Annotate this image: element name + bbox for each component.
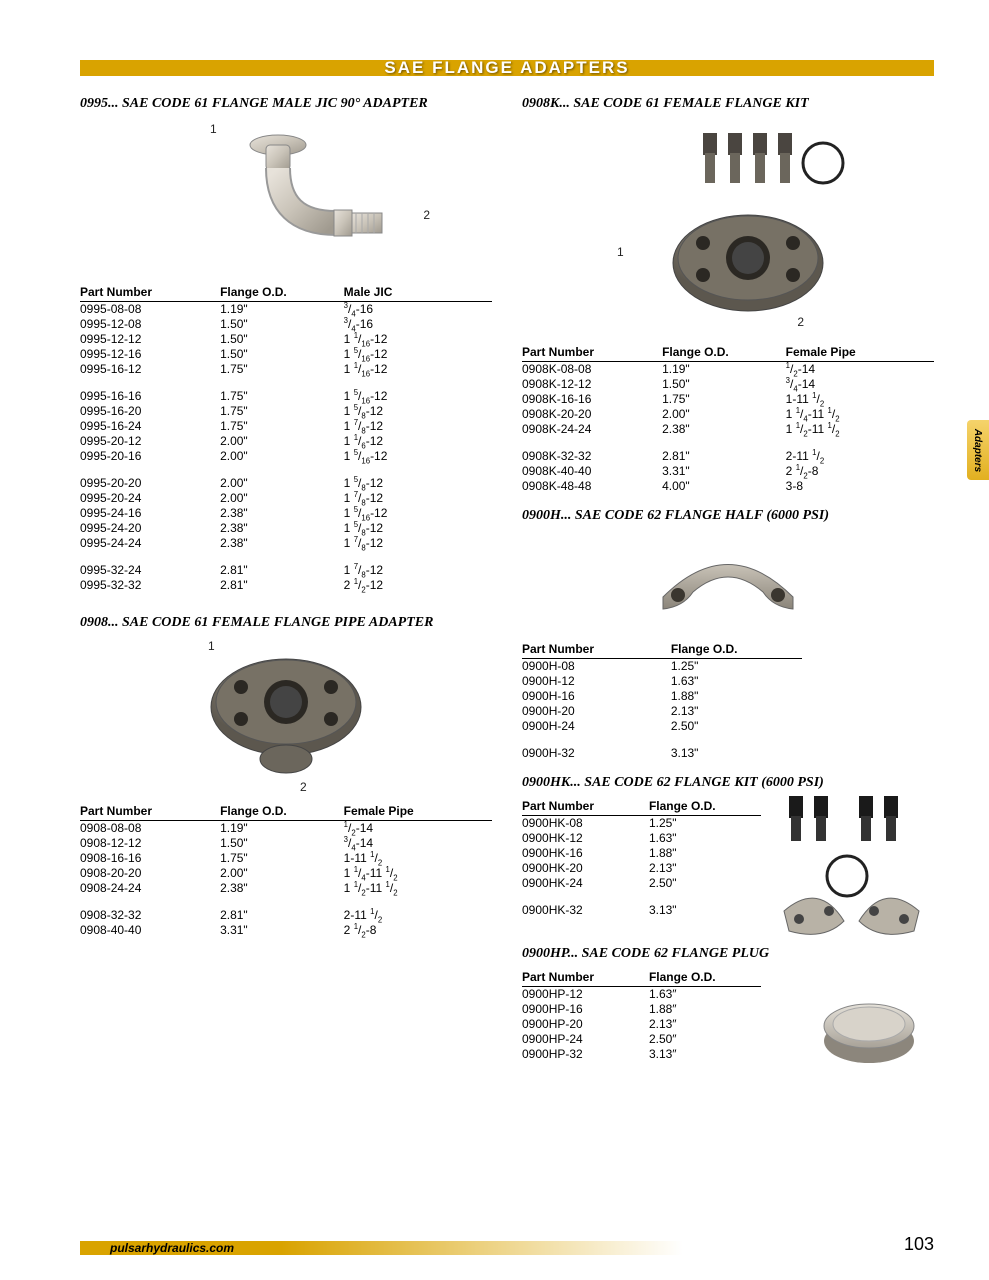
table-row: 0908-32-322.81"2-11 1/2 bbox=[80, 908, 492, 923]
table-0900H: Part NumberFlange O.D. 0900H-081.25"0900… bbox=[522, 640, 802, 761]
column-header: Part Number bbox=[522, 640, 671, 659]
table-row: 0900HK-081.25" bbox=[522, 816, 761, 832]
product-image-0900HK bbox=[769, 791, 934, 966]
product-image-0900HP bbox=[814, 986, 924, 1076]
table-row: 0995-16-241.75"1 7/8-12 bbox=[80, 419, 492, 434]
table-row: 0908K-08-081.19"1/2-14 bbox=[522, 362, 934, 378]
product-image-0908K: 1 2 bbox=[522, 120, 934, 335]
table-row: 0995-16-201.75"1 5/8-12 bbox=[80, 404, 492, 419]
table-row: 0995-12-121.50"1 1/16-12 bbox=[80, 332, 492, 347]
table-row: 0900HK-161.88" bbox=[522, 846, 761, 861]
right-column: 0908K... SAE CODE 61 FEMALE FLANGE KIT 1… bbox=[522, 86, 934, 1062]
column-header: Part Number bbox=[522, 968, 649, 987]
side-tab-adapters: Adapters bbox=[967, 420, 989, 480]
column-header: Female Pipe bbox=[786, 343, 934, 362]
table-row: 0900HK-121.63" bbox=[522, 831, 761, 846]
table-row: 0900HP-202.13″ bbox=[522, 1017, 761, 1032]
table-row: 0900H-323.13" bbox=[522, 746, 802, 761]
table-row: 0995-20-202.00"1 5/8-12 bbox=[80, 476, 492, 491]
table-row: 0995-32-322.81"2 1/2-12 bbox=[80, 578, 492, 593]
table-row: 0995-24-242.38"1 7/8-12 bbox=[80, 536, 492, 551]
column-header: Part Number bbox=[522, 343, 662, 362]
catalog-page: SAE FLANGE ADAPTERS 0995... SAE CODE 61 … bbox=[0, 0, 989, 1280]
table-row: 0995-08-081.19"3/4-16 bbox=[80, 302, 492, 318]
column-header: Flange O.D. bbox=[671, 640, 802, 659]
table-row: 0900H-242.50" bbox=[522, 719, 802, 734]
table-row: 0900H-081.25" bbox=[522, 659, 802, 675]
table-row: 0908-12-121.50"3/4-14 bbox=[80, 836, 492, 851]
table-row: 0995-24-162.38"1 5/16-12 bbox=[80, 506, 492, 521]
table-0900HK: Part NumberFlange O.D. 0900HK-081.25"090… bbox=[522, 797, 761, 918]
table-row: 0908-16-161.75"1-11 1/2 bbox=[80, 851, 492, 866]
table-row: 0900HP-242.50″ bbox=[522, 1032, 761, 1047]
table-row: 0908-20-202.00"1 1/4-11 1/2 bbox=[80, 866, 492, 881]
table-row: 0900H-121.63" bbox=[522, 674, 802, 689]
table-row: 0995-20-162.00"1 5/16-12 bbox=[80, 449, 492, 464]
table-0995: Part NumberFlange O.D.Male JIC 0995-08-0… bbox=[80, 283, 492, 593]
column-header: Part Number bbox=[522, 797, 649, 816]
table-row: 0908-08-081.19"1/2-14 bbox=[80, 821, 492, 837]
table-row: 0908K-40-403.31"2 1/2-8 bbox=[522, 464, 934, 479]
table-row: 0908K-16-161.75"1-11 1/2 bbox=[522, 392, 934, 407]
left-column: 0995... SAE CODE 61 FLANGE MALE JIC 90° … bbox=[80, 86, 492, 1062]
column-header: Flange O.D. bbox=[220, 283, 344, 302]
table-row: 0908K-12-121.50"3/4-14 bbox=[522, 377, 934, 392]
table-row: 0995-20-242.00"1 7/8-12 bbox=[80, 491, 492, 506]
product-image-0900H bbox=[522, 532, 934, 632]
table-row: 0900H-161.88" bbox=[522, 689, 802, 704]
page-footer: pulsarhydraulics.com 103 bbox=[80, 1234, 934, 1255]
product-image-0995: 1 2 bbox=[80, 120, 492, 275]
column-header: Female Pipe bbox=[344, 802, 492, 821]
section-title-0908K: 0908K... SAE CODE 61 FEMALE FLANGE KIT bbox=[522, 96, 934, 112]
product-image-0908: 1 2 bbox=[80, 639, 492, 794]
table-row: 0900HP-323.13″ bbox=[522, 1047, 761, 1062]
table-row: 0995-16-161.75"1 5/16-12 bbox=[80, 389, 492, 404]
table-row: 0900HK-202.13" bbox=[522, 861, 761, 876]
table-row: 0995-24-202.38"1 5/8-12 bbox=[80, 521, 492, 536]
section-title-0908: 0908... SAE CODE 61 FEMALE FLANGE PIPE A… bbox=[80, 615, 492, 631]
column-header: Male JIC bbox=[344, 283, 492, 302]
column-header: Part Number bbox=[80, 802, 220, 821]
table-0908: Part NumberFlange O.D.Female Pipe 0908-0… bbox=[80, 802, 492, 938]
section-title-0995: 0995... SAE CODE 61 FLANGE MALE JIC 90° … bbox=[80, 96, 492, 112]
table-0900HP: Part NumberFlange O.D. 0900HP-121.63″090… bbox=[522, 968, 761, 1062]
table-row: 0995-32-242.81"1 7/8-12 bbox=[80, 563, 492, 578]
table-row: 0908-40-403.31"2 1/2-8 bbox=[80, 923, 492, 938]
section-title-0900H: 0900H... SAE CODE 62 FLANGE HALF (6000 P… bbox=[522, 508, 934, 524]
table-row: 0995-20-122.00"1 1/6-12 bbox=[80, 434, 492, 449]
column-header: Flange O.D. bbox=[649, 968, 761, 987]
table-row: 0900HP-161.88″ bbox=[522, 1002, 761, 1017]
table-row: 0908K-20-202.00"1 1/4-11 1/2 bbox=[522, 407, 934, 422]
table-row: 0908-24-242.38"1 1/2-11 1/2 bbox=[80, 881, 492, 896]
table-row: 0995-16-121.75"1 1/16-12 bbox=[80, 362, 492, 377]
table-row: 0995-12-161.50"1 5/16-12 bbox=[80, 347, 492, 362]
banner-title: SAE FLANGE ADAPTERS bbox=[384, 58, 629, 78]
footer-url: pulsarhydraulics.com bbox=[110, 1241, 234, 1255]
column-header: Flange O.D. bbox=[649, 797, 761, 816]
column-header: Flange O.D. bbox=[220, 802, 344, 821]
page-number: 103 bbox=[904, 1234, 934, 1255]
table-row: 0900HP-121.63″ bbox=[522, 987, 761, 1003]
table-row: 0908K-48-484.00"3-8 bbox=[522, 479, 934, 494]
table-row: 0908K-32-322.81"2-11 1/2 bbox=[522, 449, 934, 464]
table-row: 0908K-24-242.38"1 1/2-11 1/2 bbox=[522, 422, 934, 437]
column-header: Part Number bbox=[80, 283, 220, 302]
table-row: 0995-12-081.50"3/4-16 bbox=[80, 317, 492, 332]
table-row: 0900HK-323.13" bbox=[522, 903, 761, 918]
column-header: Flange O.D. bbox=[662, 343, 786, 362]
table-0908K: Part NumberFlange O.D.Female Pipe 0908K-… bbox=[522, 343, 934, 494]
table-row: 0900H-202.13" bbox=[522, 704, 802, 719]
page-banner: SAE FLANGE ADAPTERS bbox=[80, 60, 934, 76]
table-row: 0900HK-242.50" bbox=[522, 876, 761, 891]
section-title-0900HK: 0900HK... SAE CODE 62 FLANGE KIT (6000 P… bbox=[522, 775, 934, 791]
